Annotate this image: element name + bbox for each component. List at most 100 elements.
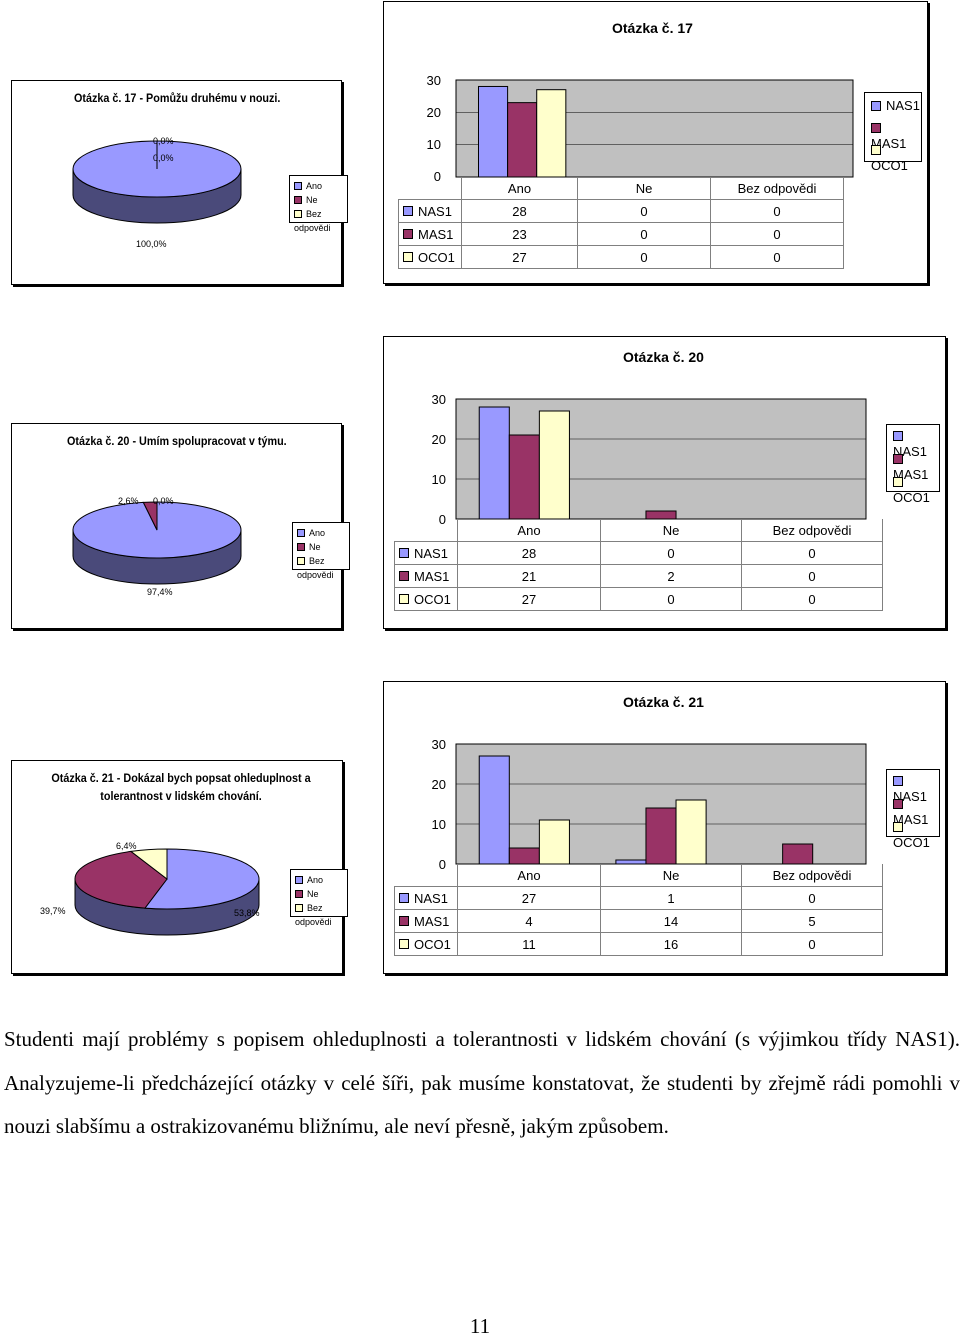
mas1-swatch-icon	[403, 229, 413, 240]
legend-item-ano: Ano	[295, 873, 323, 887]
mas1-swatch-icon	[399, 916, 409, 927]
col-ano: Ano	[457, 519, 601, 542]
table-row: NAS1 27 1 0	[394, 886, 883, 910]
bar-mas1-ne	[645, 807, 677, 865]
data-table-q17: Ano Ne Bez odpovědi NAS1 28 0 0 MAS1 23 0 0 OCO1…	[398, 177, 844, 269]
bar-oco1-ano	[536, 89, 567, 178]
pie-slice-ano	[143, 848, 260, 910]
nas1-swatch-icon	[399, 893, 409, 904]
pie-title-q21-line2: tolerantnost v lidském chování.	[100, 789, 262, 803]
ytick-10: 10	[426, 137, 441, 152]
bar-nas1-ano	[477, 85, 509, 178]
ano-swatch-icon	[294, 181, 302, 190]
oco1-swatch-icon	[403, 252, 413, 263]
table-row: NAS1 28 0 0	[398, 199, 844, 223]
pie-graphic-q20	[72, 501, 242, 585]
pie-label-q17-bez: 0,0%	[153, 136, 174, 146]
legend-item-mas1: MAS1	[871, 120, 921, 151]
ne-swatch-icon	[297, 542, 305, 551]
nas1-swatch-icon	[403, 206, 413, 217]
pie-chart-q20: Otázka č. 20 - Umím spolupracovat v týmu…	[11, 423, 350, 629]
ytick-20: 20	[431, 777, 446, 792]
legend-item-nas1: NAS1	[871, 98, 920, 114]
col-bez: Bez odpovědi	[710, 177, 844, 200]
bar-oco1-ne	[675, 799, 707, 865]
pie-label-q17-ne: 0,0%	[153, 153, 174, 163]
bar-legend-q21: NAS1 MAS1 OCO1	[886, 769, 940, 850]
table-row: MAS1 23 0 0	[398, 222, 844, 246]
pie-title-q21: Otázka č. 21 - Dokázal bych popsat ohled…	[46, 769, 316, 805]
pie-graphic-q21	[74, 848, 260, 936]
bar-legend-q17: NAS1 MAS1 OCO1	[864, 92, 922, 173]
legend-item-bez: Bez odpovědi	[297, 556, 334, 580]
col-ne: Ne	[577, 177, 711, 200]
legend-item-nas1: NAS1	[893, 428, 939, 459]
bar-title-q21: Otázka č. 21	[623, 694, 704, 710]
body-paragraph: Studenti mají problémy s popisem ohledup…	[4, 1027, 960, 1139]
legend-item-ano: Ano	[297, 526, 325, 540]
bar-title-q20: Otázka č. 20	[623, 349, 704, 365]
bar-nas1-ano	[478, 755, 510, 865]
bar-mas1-ano	[508, 434, 540, 520]
pie-label-q20-ne: 2,6%	[118, 496, 139, 506]
col-ano: Ano	[461, 177, 578, 200]
legend-item-oco1: OCO1	[893, 474, 939, 505]
legend-item-oco1: OCO1	[893, 819, 939, 850]
pie-slice-ne	[74, 850, 168, 909]
bar-chart-q21: Otázka č. 21 30 20 10 0 Ano Ne Bez odpověd…	[383, 681, 946, 974]
bar-graphic-q21	[455, 743, 867, 865]
bez-swatch-icon	[297, 556, 305, 565]
col-bez: Bez odpovědi	[741, 519, 883, 542]
ytick-30: 30	[431, 737, 446, 752]
pie-label-q20-bez: 0,0%	[153, 496, 174, 506]
page-number: 11	[469, 1314, 491, 1338]
bar-mas1-ano	[508, 847, 540, 865]
data-table-q20: Ano Ne Bez odpovědi NAS1 28 0 0 MAS1 21 2 0 OCO1…	[394, 519, 883, 611]
ytick-30: 30	[426, 73, 441, 88]
ano-swatch-icon	[295, 875, 303, 884]
pie-chart-q17: Otázka č. 17 - Pomůžu druhému v nouzi. 0…	[11, 80, 348, 285]
legend-item-mas1: MAS1	[893, 451, 939, 482]
ytick-20: 20	[431, 432, 446, 447]
pie-title-q17: Otázka č. 17 - Pomůžu druhému v nouzi.	[74, 91, 281, 105]
table-row: OCO1 11 16 0	[394, 932, 883, 956]
pie-label-q21-ne: 39,7%	[40, 906, 66, 916]
bar-mas1-ano	[507, 102, 538, 178]
pie-legend-q20: Ano Ne Bez odpovědi	[292, 522, 350, 580]
pie-legend-q17: Ano Ne Bez odpovědi	[289, 175, 348, 233]
ytick-0: 0	[433, 169, 441, 184]
ytick-0: 0	[438, 857, 446, 872]
legend-item-bez: Bez odpovědi	[295, 903, 332, 927]
bez-swatch-icon	[295, 903, 303, 912]
ne-swatch-icon	[294, 195, 302, 204]
ytick-30: 30	[431, 392, 446, 407]
mas1-swatch-icon	[893, 453, 903, 464]
legend-item-ne: Ne	[294, 193, 318, 207]
bar-graphic-q17	[455, 79, 854, 178]
ytick-10: 10	[431, 817, 446, 832]
col-ano: Ano	[457, 864, 601, 887]
ytick-20: 20	[426, 105, 441, 120]
nas1-swatch-icon	[399, 548, 409, 559]
ne-swatch-icon	[295, 889, 303, 898]
mas1-swatch-icon	[871, 122, 881, 133]
mas1-swatch-icon	[399, 571, 409, 582]
bar-chart-q20: Otázka č. 20 30 20 10 0 Ano Ne Bez odpověd…	[383, 336, 946, 629]
nas1-swatch-icon	[871, 100, 881, 111]
col-ne: Ne	[600, 864, 742, 887]
bar-chart-q17: Otázka č. 17 30 20 10 0 Ano Ne Bez odpověd…	[383, 1, 928, 284]
table-row: MAS1 21 2 0	[394, 564, 883, 588]
oco1-swatch-icon	[871, 144, 881, 155]
table-row: OCO1 27 0 0	[398, 245, 844, 269]
table-row: MAS1 4 14 5	[394, 909, 883, 933]
mas1-swatch-icon	[893, 798, 903, 809]
pie-legend-q21: Ano Ne Bez odpovědi	[290, 869, 348, 927]
pie-label-q21-ano: 53,8%	[234, 908, 260, 918]
ano-swatch-icon	[297, 528, 305, 537]
bar-title-q17: Otázka č. 17	[612, 20, 693, 36]
pie-label-q21-bez: 6,4%	[116, 841, 137, 851]
nas1-swatch-icon	[893, 775, 903, 786]
oco1-swatch-icon	[399, 594, 409, 605]
legend-item-bez: Bez odpovědi	[294, 209, 331, 233]
ytick-0: 0	[438, 512, 446, 527]
